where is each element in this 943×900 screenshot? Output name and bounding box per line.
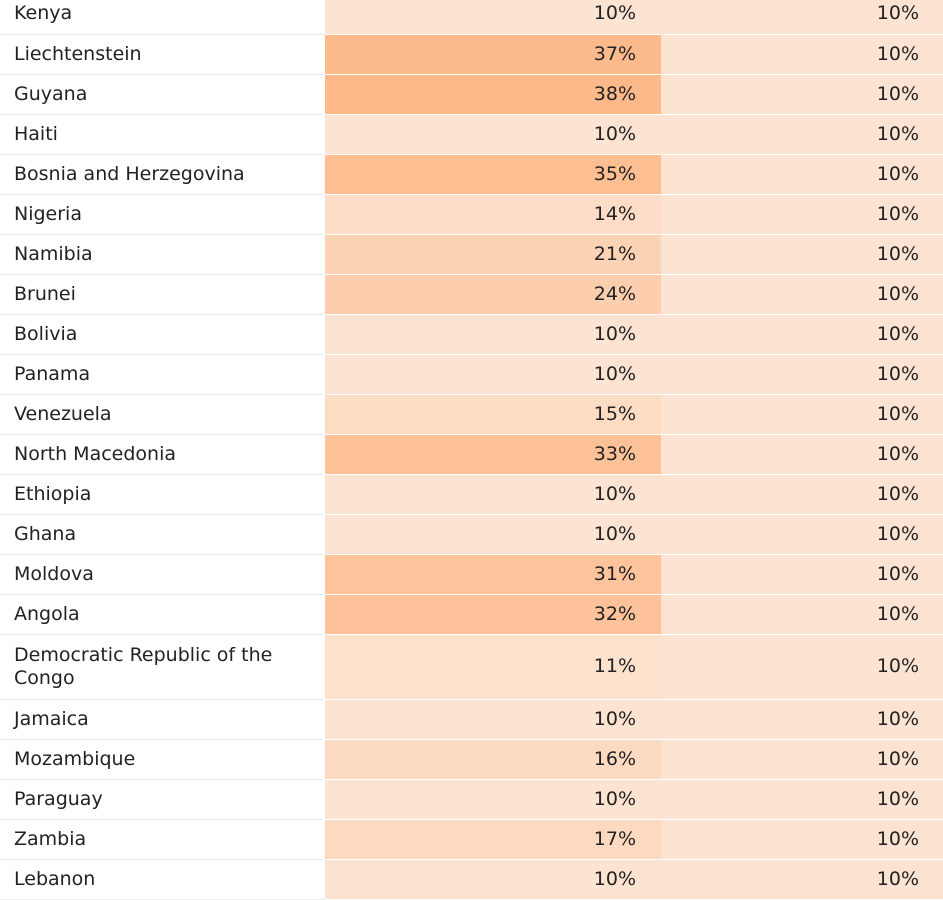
- value-b-cell: 10%: [661, 594, 943, 635]
- value-a-cell: 14%: [325, 194, 661, 235]
- table-row: Democratic Republic of the Congo 11% 10%: [0, 634, 943, 700]
- value-b-cell: 10%: [661, 554, 943, 595]
- country-cell: Panama: [0, 354, 325, 395]
- value-a-cell: 32%: [325, 594, 661, 635]
- value-a-cell: 35%: [325, 154, 661, 195]
- table-row: Haiti 10% 10%: [0, 114, 943, 155]
- table-row: Namibia 21% 10%: [0, 234, 943, 275]
- value-a-cell: 33%: [325, 434, 661, 475]
- table-row: Kenya 10% 10%: [0, 0, 943, 35]
- value-b-cell: 10%: [661, 819, 943, 860]
- table-row: Paraguay 10% 10%: [0, 779, 943, 820]
- country-cell: Namibia: [0, 234, 325, 275]
- value-a-cell: 15%: [325, 394, 661, 435]
- country-cell: Brunei: [0, 274, 325, 315]
- value-a-cell: 11%: [325, 634, 661, 700]
- value-b-cell: 10%: [661, 194, 943, 235]
- value-a-cell: 10%: [325, 474, 661, 515]
- value-b-cell: 10%: [661, 779, 943, 820]
- country-cell: Kenya: [0, 0, 325, 35]
- table-row: Bolivia 10% 10%: [0, 314, 943, 355]
- value-b-cell: 10%: [661, 314, 943, 355]
- table-row: Panama 10% 10%: [0, 354, 943, 395]
- table-row: Lebanon 10% 10%: [0, 859, 943, 900]
- value-a-cell: 10%: [325, 779, 661, 820]
- value-b-cell: 10%: [661, 699, 943, 740]
- table-row: Guyana 38% 10%: [0, 74, 943, 115]
- value-a-cell: 24%: [325, 274, 661, 315]
- value-a-cell: 10%: [325, 0, 661, 35]
- table-row: Mozambique 16% 10%: [0, 739, 943, 780]
- value-b-cell: 10%: [661, 739, 943, 780]
- country-cell: Democratic Republic of the Congo: [0, 634, 325, 700]
- value-b-cell: 10%: [661, 234, 943, 275]
- value-a-cell: 16%: [325, 739, 661, 780]
- value-b-cell: 10%: [661, 154, 943, 195]
- table-row: North Macedonia 33% 10%: [0, 434, 943, 475]
- table-row: Nigeria 14% 10%: [0, 194, 943, 235]
- table-row: Zambia 17% 10%: [0, 819, 943, 860]
- value-b-cell: 10%: [661, 474, 943, 515]
- country-cell: Paraguay: [0, 779, 325, 820]
- value-b-cell: 10%: [661, 434, 943, 475]
- country-cell: Bosnia and Herzegovina: [0, 154, 325, 195]
- value-a-cell: 10%: [325, 314, 661, 355]
- table-row: Liechtenstein 37% 10%: [0, 34, 943, 75]
- value-b-cell: 10%: [661, 74, 943, 115]
- table-row: Angola 32% 10%: [0, 594, 943, 635]
- value-b-cell: 10%: [661, 274, 943, 315]
- country-cell: Nigeria: [0, 194, 325, 235]
- table-row: Bosnia and Herzegovina 35% 10%: [0, 154, 943, 195]
- country-cell: North Macedonia: [0, 434, 325, 475]
- country-cell: Bolivia: [0, 314, 325, 355]
- country-cell: Ghana: [0, 514, 325, 555]
- table-row: Moldova 31% 10%: [0, 554, 943, 595]
- value-b-cell: 10%: [661, 394, 943, 435]
- value-a-cell: 38%: [325, 74, 661, 115]
- value-a-cell: 21%: [325, 234, 661, 275]
- table-row: Jamaica 10% 10%: [0, 699, 943, 740]
- value-a-cell: 10%: [325, 354, 661, 395]
- value-b-cell: 10%: [661, 0, 943, 35]
- table-row: Brunei 24% 10%: [0, 274, 943, 315]
- table-row: Ethiopia 10% 10%: [0, 474, 943, 515]
- value-b-cell: 10%: [661, 514, 943, 555]
- value-a-cell: 10%: [325, 114, 661, 155]
- country-cell: Guyana: [0, 74, 325, 115]
- country-cell: Mozambique: [0, 739, 325, 780]
- value-a-cell: 37%: [325, 34, 661, 75]
- value-b-cell: 10%: [661, 34, 943, 75]
- value-b-cell: 10%: [661, 634, 943, 700]
- value-a-cell: 10%: [325, 514, 661, 555]
- table-row: Venezuela 15% 10%: [0, 394, 943, 435]
- table-row: Ghana 10% 10%: [0, 514, 943, 555]
- country-cell: Moldova: [0, 554, 325, 595]
- value-b-cell: 10%: [661, 859, 943, 900]
- country-cell: Zambia: [0, 819, 325, 860]
- country-cell: Angola: [0, 594, 325, 635]
- country-cell: Jamaica: [0, 699, 325, 740]
- country-cell: Liechtenstein: [0, 34, 325, 75]
- value-a-cell: 31%: [325, 554, 661, 595]
- value-a-cell: 17%: [325, 819, 661, 860]
- value-b-cell: 10%: [661, 354, 943, 395]
- country-cell: Haiti: [0, 114, 325, 155]
- country-cell: Ethiopia: [0, 474, 325, 515]
- country-cell: Venezuela: [0, 394, 325, 435]
- value-a-cell: 10%: [325, 859, 661, 900]
- value-a-cell: 10%: [325, 699, 661, 740]
- value-b-cell: 10%: [661, 114, 943, 155]
- country-cell: Lebanon: [0, 859, 325, 900]
